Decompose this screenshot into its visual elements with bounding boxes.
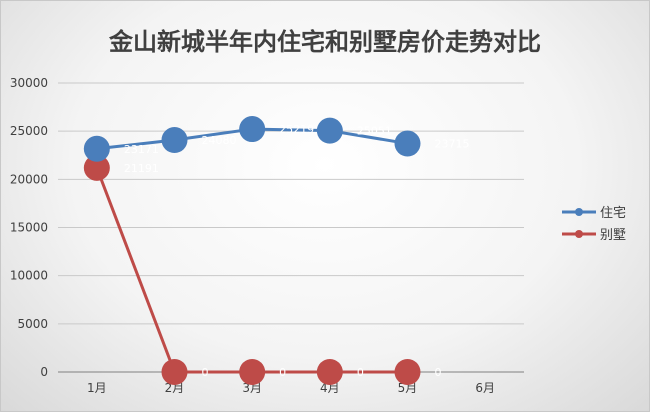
y-tick-label: 25000 (10, 124, 48, 138)
series-1: 21191 0 0 0 0 (83, 154, 442, 385)
plot-area: 21191 0 0 0 0 23171 24080 25219 25051 23715 (83, 116, 470, 385)
chart-title: 金山新城半年内住宅和别墅房价走势对比 (108, 28, 541, 56)
series-line (95, 167, 408, 374)
data-label: 0 (279, 366, 286, 379)
data-label: 0 (357, 366, 364, 379)
x-axis: 1月 2月 3月 4月 5月 6月 (58, 371, 524, 395)
legend-item-1: 别墅 (562, 228, 626, 243)
x-tick-label: 1月 (87, 381, 107, 395)
y-axis: 0 5000 10000 15000 20000 25000 30000 (10, 76, 48, 379)
data-point (394, 130, 421, 157)
y-tick-label: 20000 (10, 172, 48, 186)
data-label: 0 (202, 366, 209, 379)
data-label: 21191 (124, 162, 159, 175)
data-point (316, 359, 343, 385)
data-label: 0 (435, 366, 442, 379)
data-label: 25219 (279, 123, 314, 136)
legend-label: 住宅 (600, 206, 626, 221)
data-point (394, 359, 421, 385)
x-tick-label: 4月 (320, 381, 340, 395)
data-label: 23715 (435, 138, 470, 151)
y-tick-label: 5000 (17, 317, 48, 331)
data-point (161, 359, 188, 385)
data-point (239, 359, 266, 385)
legend-label: 别墅 (600, 228, 626, 243)
legend-item-0: 住宅 (562, 206, 626, 221)
data-point (83, 154, 110, 181)
legend-marker (575, 230, 583, 238)
y-tick-label: 10000 (10, 269, 48, 283)
data-point (161, 127, 188, 154)
data-point (83, 135, 110, 162)
y-tick-label: 15000 (10, 221, 48, 235)
data-label: 23171 (124, 143, 159, 156)
y-tick-label: 0 (40, 365, 48, 379)
legend-marker (575, 208, 583, 216)
data-point (316, 117, 343, 144)
data-label: 24080 (202, 134, 237, 147)
data-point (239, 116, 266, 143)
y-tick-label: 30000 (10, 76, 48, 90)
x-tick-label: 3月 (242, 381, 262, 395)
series-0: 23171 24080 25219 25051 23715 (83, 116, 470, 162)
x-tick-label: 2月 (165, 381, 185, 395)
data-label: 25051 (357, 125, 392, 138)
x-tick-label: 5月 (398, 381, 418, 395)
x-tick-label: 6月 (475, 381, 495, 395)
